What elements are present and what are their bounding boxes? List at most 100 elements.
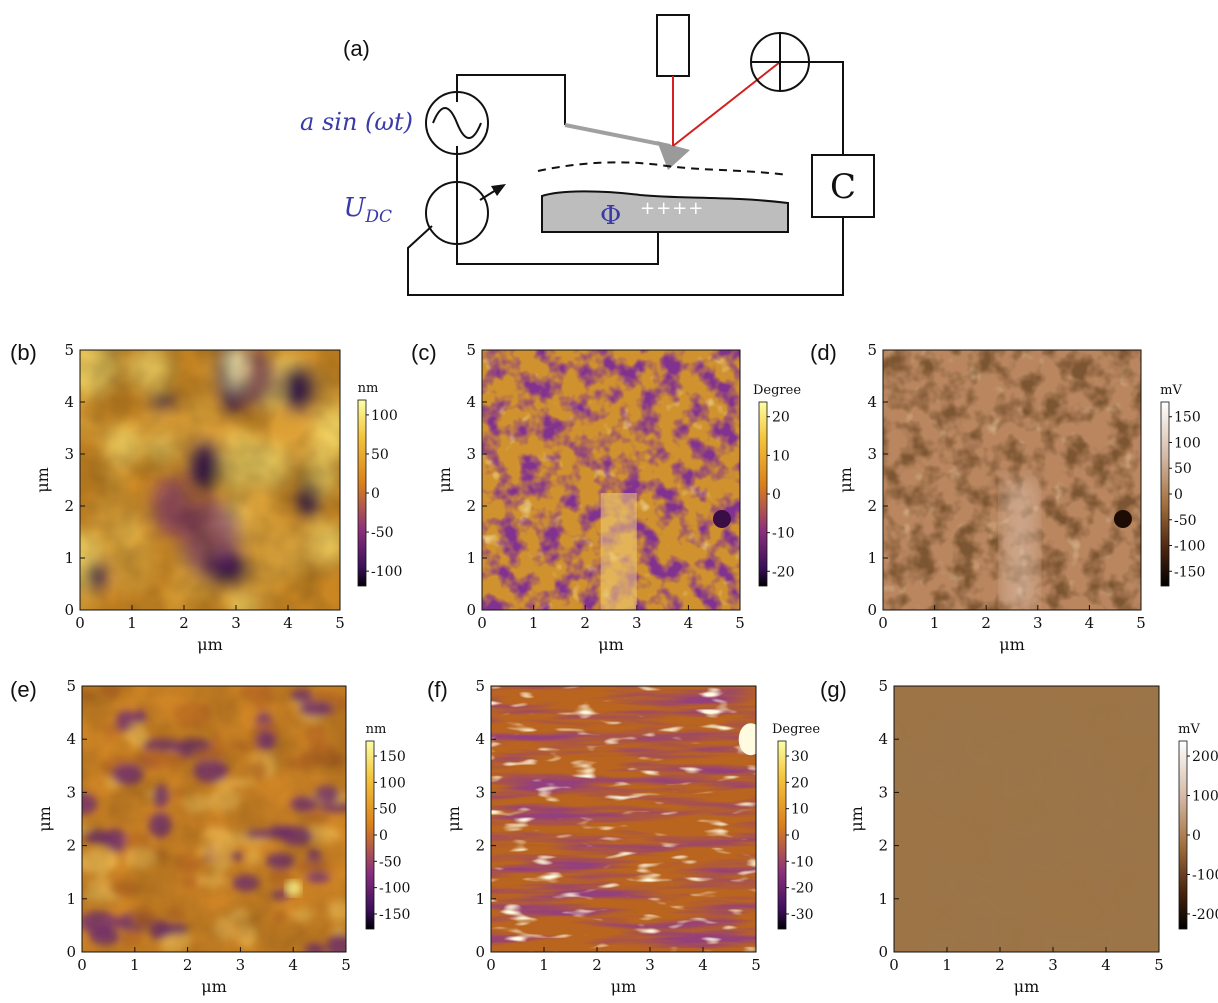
colorbar-tick-label: 30 xyxy=(791,749,809,765)
x-tick-label: 1 xyxy=(539,956,549,974)
colorbar-tick-label: -20 xyxy=(772,564,795,580)
x-tick-label: 0 xyxy=(878,614,888,632)
colorbar-unit: mV xyxy=(1178,722,1200,737)
x-tick-label: 1 xyxy=(127,614,137,632)
y-axis-label: μm xyxy=(836,467,855,493)
colorbar-unit: nm xyxy=(358,381,379,396)
x-tick-label: 2 xyxy=(183,956,193,974)
colorbar-tick-label: -150 xyxy=(379,907,410,923)
colorbar-tick-label: 50 xyxy=(1174,461,1192,477)
controller-box xyxy=(811,154,875,218)
colorbar-tick-label: 20 xyxy=(791,775,809,791)
colorbar-tick-label: 50 xyxy=(371,447,389,463)
variable-arrow-head xyxy=(491,184,506,196)
y-tick-label: 0 xyxy=(475,943,485,961)
y-axis-label: μm xyxy=(847,806,866,832)
y-tick-label: 4 xyxy=(466,393,476,411)
y-tick-label: 4 xyxy=(867,393,877,411)
panel-f: (f) 0 1 2 3 4 5 0 1 2 3 4 5 μm μm Degree 30 20 10 0 -10 -20 -3… xyxy=(427,677,820,996)
y-tick-label: 0 xyxy=(66,943,76,961)
circuit-schematic: (a) C Φ ++++ a xyxy=(300,14,875,296)
x-axis-label: μm xyxy=(201,977,227,996)
y-tick-label: 2 xyxy=(66,837,76,855)
panel-label-e: (e) xyxy=(10,677,37,702)
colorbar-unit: nm xyxy=(366,722,387,737)
y-tick-label: 3 xyxy=(878,783,888,801)
y-axis-label: μm xyxy=(444,806,463,832)
dc-source-label: UDC xyxy=(343,193,392,227)
panel-label-a: (a) xyxy=(343,36,370,61)
y-tick-label: 4 xyxy=(475,730,485,748)
x-tick-label: 5 xyxy=(341,956,351,974)
y-axis-label: μm xyxy=(435,467,454,493)
colorbar-tick-label: 150 xyxy=(379,749,406,765)
panel-label-f: (f) xyxy=(427,677,448,702)
x-tick-label: 3 xyxy=(632,614,642,632)
x-axis-label: μm xyxy=(197,635,223,654)
colorbar-tick-label: -10 xyxy=(772,526,795,542)
x-tick-label: 0 xyxy=(486,956,496,974)
y-tick-label: 5 xyxy=(878,677,888,695)
colorbar: mV 200 100 0 -100 -200 xyxy=(1178,722,1218,930)
y-tick-label: 4 xyxy=(66,730,76,748)
wire-dc-sample xyxy=(456,233,659,265)
panel-label-g: (g) xyxy=(820,677,847,702)
colorbar-tick-label: -30 xyxy=(791,907,814,923)
panel-g: (g) 0 1 2 3 4 5 0 1 2 3 4 5 μm μm mV 200 100 0 -100 -200 xyxy=(820,677,1218,996)
afm-image-c xyxy=(482,350,740,610)
y-tick-label: 4 xyxy=(64,393,74,411)
sine-wave-icon xyxy=(432,107,482,139)
colorbar-tick-label: 20 xyxy=(772,410,790,426)
colorbar-tick-label: 100 xyxy=(1174,435,1201,451)
surface-charge-label: ++++ xyxy=(640,198,704,219)
afm-image-e xyxy=(82,686,346,952)
x-tick-label: 1 xyxy=(942,956,952,974)
x-tick-label: 5 xyxy=(1154,956,1164,974)
colorbar-tick-label: 10 xyxy=(791,802,809,818)
colorbar-scale xyxy=(1178,740,1188,930)
x-tick-label: 0 xyxy=(477,614,487,632)
y-tick-label: 5 xyxy=(867,341,877,359)
image-frame xyxy=(490,685,757,953)
colorbar-tick-label: -20 xyxy=(791,881,814,897)
colorbar-tick-label: -100 xyxy=(379,881,410,897)
x-tick-label: 4 xyxy=(698,956,708,974)
x-tick-label: 1 xyxy=(130,956,140,974)
panel-label-d: (d) xyxy=(810,340,837,365)
image-frame xyxy=(481,349,741,611)
colorbar: Degree 20 10 0 -10 -20 xyxy=(753,383,801,587)
colorbar-tick-label: 0 xyxy=(379,828,388,844)
y-tick-label: 1 xyxy=(475,890,485,908)
afm-image-b xyxy=(80,350,340,610)
colorbar-scale xyxy=(365,740,375,930)
panel-d: (d)0 1 2 3 4 5012345μmμmmV150100500-50-100-15… xyxy=(810,340,1205,654)
colorbar: mV 150 100 50 0 -50 -100 -150 xyxy=(1160,383,1205,587)
colorbar-scale xyxy=(357,399,367,587)
colorbar-scale xyxy=(758,401,768,587)
image-frame xyxy=(81,685,347,953)
y-tick-label: 5 xyxy=(66,677,76,695)
y-tick-label: 2 xyxy=(64,497,74,515)
wire-detector-controller xyxy=(810,61,844,154)
x-tick-label: 2 xyxy=(592,956,602,974)
x-tick-label: 2 xyxy=(995,956,1005,974)
x-tick-label: 3 xyxy=(231,614,241,632)
x-tick-label: 3 xyxy=(645,956,655,974)
x-tick-label: 4 xyxy=(684,614,694,632)
x-axis-label: μm xyxy=(999,635,1025,654)
x-tick-label: 5 xyxy=(735,614,745,632)
y-tick-label: 5 xyxy=(475,677,485,695)
y-tick-label: 3 xyxy=(466,445,476,463)
y-tick-label: 2 xyxy=(867,497,877,515)
colorbar-tick-label: 0 xyxy=(1174,487,1183,503)
y-tick-label: 1 xyxy=(66,890,76,908)
x-tick-label: 4 xyxy=(288,956,298,974)
x-tick-label: 2 xyxy=(179,614,189,632)
image-frame xyxy=(882,349,1142,611)
colorbar-tick-label: 10 xyxy=(772,448,790,464)
variable-arrow-icon xyxy=(479,189,497,201)
colorbar-tick-label: -10 xyxy=(791,854,814,870)
